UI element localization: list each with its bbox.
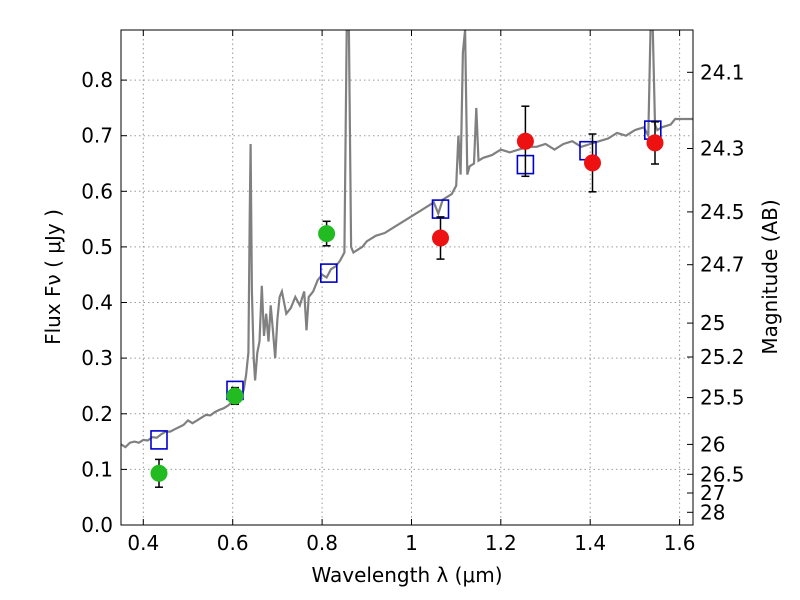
y2-tick-label: 28 bbox=[700, 500, 725, 524]
y-tick-label: 0.5 bbox=[81, 235, 113, 259]
x-tick-label: 0.4 bbox=[127, 531, 159, 555]
y2-tick-label: 27 bbox=[700, 481, 725, 505]
x-tick-label: 1.4 bbox=[574, 531, 606, 555]
y2-axis-label: Magnitude (AB) bbox=[758, 199, 782, 354]
y-tick-labels: 0.0 0.1 0.2 0.3 0.4 0.5 0.6 0.7 0.8 bbox=[81, 68, 113, 537]
observed-red-point bbox=[584, 154, 601, 172]
y2-tick-label: 24.5 bbox=[700, 200, 745, 224]
observed-points bbox=[150, 132, 664, 482]
y2-tick-label: 24.1 bbox=[700, 60, 745, 84]
grid-lines bbox=[121, 30, 693, 526]
observed-red-point bbox=[516, 132, 534, 150]
x-tick-label: 0.8 bbox=[306, 531, 338, 555]
y-tick-label: 0.6 bbox=[81, 179, 113, 203]
y2-tick-label: 24.7 bbox=[700, 253, 745, 277]
observed-red-point bbox=[646, 134, 664, 152]
y2-tick-label: 25 bbox=[700, 311, 725, 335]
x-tick-label: 1 bbox=[405, 531, 418, 555]
plot-area bbox=[121, 30, 693, 488]
y-tick-label: 0.3 bbox=[81, 346, 113, 370]
x-tick-labels: 0.4 0.6 0.8 1 1.2 1.4 1.6 bbox=[127, 531, 695, 555]
observed-green-point bbox=[318, 225, 336, 243]
x-axis-label: Wavelength λ (μm) bbox=[311, 563, 502, 587]
x-tick-label: 1.6 bbox=[664, 531, 696, 555]
y-tick-label: 0.8 bbox=[81, 68, 113, 92]
plot-frame bbox=[120, 29, 694, 526]
y2-tick-label: 26 bbox=[700, 432, 725, 456]
y2-tick-label: 25.5 bbox=[700, 386, 745, 410]
model-box-marker bbox=[150, 430, 168, 450]
x-tick-label: 0.6 bbox=[217, 531, 249, 555]
y-axis-label: Flux Fν ( μJy ) bbox=[41, 209, 65, 345]
x-tick-label: 1.2 bbox=[485, 531, 517, 555]
observed-red-point bbox=[432, 229, 449, 247]
y-tick-label: 0.0 bbox=[81, 513, 113, 537]
observed-green-point bbox=[226, 387, 244, 405]
y-tick-label: 0.2 bbox=[81, 402, 113, 426]
y2-tick-label: 25.2 bbox=[700, 345, 745, 369]
y-tick-label: 0.7 bbox=[81, 124, 113, 148]
y-tick-label: 0.1 bbox=[81, 457, 113, 481]
model-box-marker bbox=[319, 263, 338, 283]
y-tick-label: 0.4 bbox=[81, 291, 113, 315]
observed-green-point bbox=[150, 464, 168, 482]
model-sed-line bbox=[121, 30, 693, 449]
y2-tick-label: 24.3 bbox=[700, 137, 745, 161]
y2-tick-label: 26.5 bbox=[700, 462, 745, 486]
axis-ticks bbox=[121, 30, 693, 526]
